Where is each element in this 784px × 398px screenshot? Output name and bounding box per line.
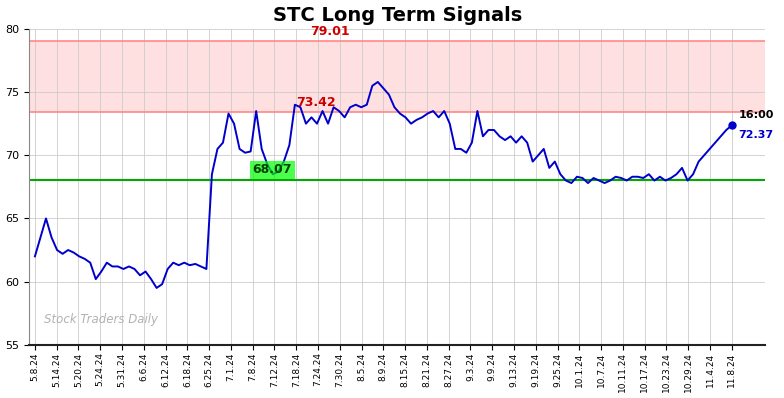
Text: 73.42: 73.42 — [296, 96, 336, 109]
Text: 16:00: 16:00 — [739, 110, 774, 120]
Text: Stock Traders Daily: Stock Traders Daily — [44, 313, 158, 326]
Bar — [30, 41, 765, 112]
Text: 79.01: 79.01 — [310, 25, 350, 38]
Title: STC Long Term Signals: STC Long Term Signals — [273, 6, 522, 25]
Text: 72.37: 72.37 — [739, 131, 774, 140]
Text: 68.07: 68.07 — [252, 164, 292, 176]
